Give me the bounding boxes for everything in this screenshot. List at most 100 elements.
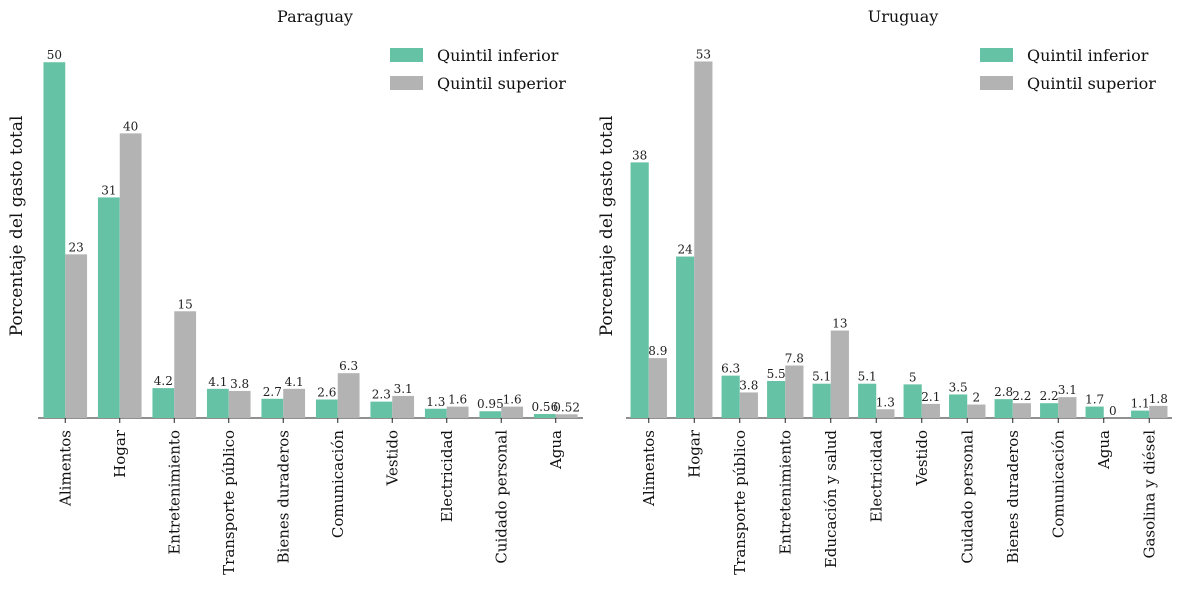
bar-inferior	[97, 197, 120, 418]
x-tick-label: Alimentos	[56, 430, 74, 507]
bar-superior	[228, 390, 251, 418]
bar-superior	[501, 406, 524, 418]
bar-inferior	[1085, 406, 1104, 418]
bar-inferior	[533, 414, 556, 418]
bar-inferior	[424, 408, 447, 418]
bar-superior	[174, 311, 197, 418]
bar-value-label: 2.2	[1040, 389, 1059, 403]
legend-swatch	[390, 76, 423, 90]
bar-value-label: 2.8	[994, 385, 1013, 399]
chart-panel-1: Uruguay Porcentaje del gasto total Aliment…	[597, 7, 1172, 575]
bar-value-label: 15	[178, 297, 193, 311]
x-tick-label: Hogar	[111, 429, 129, 478]
bar-inferior	[994, 399, 1013, 418]
legend-label: Quintil superior	[1027, 74, 1156, 93]
bar-superior	[337, 373, 360, 418]
legend-swatch	[390, 48, 423, 62]
bar-superior	[65, 254, 88, 418]
bar-value-label: 2.3	[372, 388, 391, 402]
bar-value-label: 50	[47, 48, 62, 62]
bar-value-label: 3.8	[230, 377, 249, 391]
bar-superior	[1012, 403, 1031, 418]
bar-inferior	[903, 384, 922, 418]
legend-swatch	[980, 76, 1013, 90]
bar-value-label: 53	[696, 47, 711, 61]
y-axis-label: Porcentaje del gasto total	[597, 116, 617, 337]
x-tick-label: Gasolina y diésel	[1140, 430, 1158, 559]
x-tick-label: Entretenimiento	[165, 430, 183, 555]
x-tick-label: Transporte público	[731, 430, 749, 575]
x-tick-label: Cuidado personal	[958, 430, 976, 564]
x-tick-label: Vestido	[383, 430, 401, 487]
bar-inferior	[206, 388, 229, 418]
bar-value-label: 6.3	[721, 362, 740, 376]
bar-superior	[446, 406, 469, 418]
bar-value-label: 0.52	[553, 400, 580, 414]
bar-value-label: 2.2	[1012, 389, 1031, 403]
bar-value-label: 1.6	[448, 393, 467, 407]
bar-value-label: 7.8	[785, 352, 804, 366]
bar-inferior	[676, 256, 695, 418]
bar-value-label: 1.8	[1149, 392, 1168, 406]
x-tick-label: Alimentos	[640, 430, 658, 507]
bar-inferior	[949, 394, 968, 418]
bar-value-label: 2.6	[317, 386, 336, 400]
bar-value-label: 1.1	[1131, 397, 1150, 411]
bar-value-label: 5.1	[858, 370, 877, 384]
bar-inferior	[721, 375, 740, 418]
x-tick-label: Agua	[547, 430, 565, 470]
bar-value-label: 2.1	[921, 390, 940, 404]
bar-superior	[119, 133, 142, 418]
legend-label: Quintil superior	[437, 74, 566, 93]
bar-value-label: 3.1	[394, 382, 413, 396]
bar-value-label: 31	[101, 183, 116, 197]
bar-value-label: 8.9	[648, 344, 667, 358]
bar-value-label: 2.7	[263, 385, 282, 399]
x-tick-label: Cuidado personal	[492, 430, 510, 564]
bar-superior	[1149, 405, 1168, 418]
bar-superior	[555, 414, 578, 418]
bar-value-label: 1.7	[1085, 393, 1104, 407]
bar-value-label: 0	[1109, 404, 1117, 418]
bar-inferior	[858, 383, 877, 418]
bar-value-label: 40	[123, 119, 138, 133]
bar-value-label: 1.3	[876, 395, 895, 409]
x-tick-label: Comunicación	[329, 430, 347, 538]
bar-value-label: 6.3	[339, 359, 358, 373]
chart-panel-0: Paraguay Porcentaje del gasto total Alimen…	[7, 7, 583, 575]
bar-superior	[785, 365, 804, 418]
x-tick-label: Comunicación	[1049, 430, 1067, 538]
bar-superior	[739, 392, 758, 418]
x-tick-label: Electricidad	[867, 430, 885, 523]
bar-superior	[921, 403, 940, 418]
bar-value-label: 0.56	[531, 400, 558, 414]
bar-value-label: 5.5	[767, 367, 786, 381]
bar-inferior	[43, 62, 66, 418]
bar-inferior	[767, 381, 786, 418]
bar-value-label: 13	[832, 317, 847, 331]
bar-inferior	[152, 388, 175, 418]
bar-superior	[694, 61, 713, 419]
bar-inferior	[1040, 403, 1059, 418]
bar-inferior	[315, 399, 338, 418]
chart-title: Paraguay	[277, 7, 353, 26]
x-tick-label: Educación y salud	[822, 430, 840, 569]
y-axis-label: Porcentaje del gasto total	[7, 116, 27, 337]
bar-superior	[392, 395, 415, 418]
bar-superior	[1058, 397, 1077, 418]
x-tick-label: Bienes duraderos	[274, 430, 292, 563]
bar-value-label: 1.3	[426, 395, 445, 409]
bar-inferior	[370, 401, 393, 418]
bar-superior	[830, 330, 849, 418]
x-tick-label: Vestido	[913, 430, 931, 487]
bar-value-label: 2	[973, 391, 981, 405]
x-tick-label: Hogar	[685, 429, 703, 478]
bar-inferior	[1131, 410, 1150, 418]
bar-value-label: 5	[909, 370, 917, 384]
x-tick-label: Transporte público	[220, 430, 238, 575]
chart-title: Uruguay	[868, 7, 939, 26]
bar-superior	[876, 409, 895, 418]
bar-value-label: 23	[69, 240, 84, 254]
bar-inferior	[479, 411, 502, 418]
